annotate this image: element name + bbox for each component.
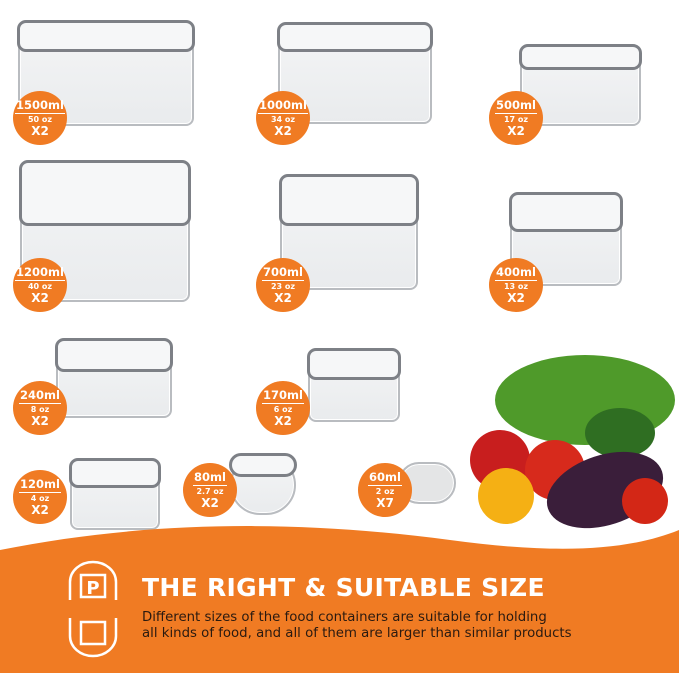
capacity-oz: 4 oz bbox=[30, 494, 50, 503]
orange-banner-background bbox=[0, 526, 679, 673]
capacity-ml: 1000ml bbox=[258, 98, 308, 114]
quantity: X7 bbox=[376, 496, 394, 510]
svg-text:P: P bbox=[86, 578, 99, 599]
banner-title: THE RIGHT & SUITABLE SIZE bbox=[142, 573, 545, 602]
quantity: X2 bbox=[274, 414, 292, 428]
capacity-ml: 1500ml bbox=[15, 98, 65, 114]
capacity-ml: 700ml bbox=[262, 265, 304, 281]
size-badge: 500ml 17 oz X2 bbox=[489, 91, 543, 145]
capacity-oz: 6 oz bbox=[273, 405, 293, 414]
container-120ml bbox=[69, 458, 161, 530]
container-80ml bbox=[229, 453, 297, 515]
size-badge: 60ml 2 oz X7 bbox=[358, 463, 412, 517]
capacity-ml: 60ml bbox=[368, 470, 402, 486]
size-badge: 80ml 2.7 oz X2 bbox=[183, 463, 237, 517]
quantity: X2 bbox=[274, 124, 292, 138]
capacity-ml: 170ml bbox=[262, 388, 304, 404]
capacity-oz: 34 oz bbox=[270, 115, 296, 124]
capacity-oz: 23 oz bbox=[270, 282, 296, 291]
capacity-oz: 2 oz bbox=[375, 487, 395, 496]
size-badge: 700ml 23 oz X2 bbox=[256, 258, 310, 312]
capacity-oz: 13 oz bbox=[503, 282, 529, 291]
quantity: X2 bbox=[31, 414, 49, 428]
container-700ml bbox=[279, 174, 419, 290]
size-badge: 1500ml 50 oz X2 bbox=[13, 91, 67, 145]
capacity-ml: 120ml bbox=[19, 477, 61, 493]
size-badge: 1200ml 40 oz X2 bbox=[13, 258, 67, 312]
capacity-ml: 1200ml bbox=[15, 265, 65, 281]
size-badge: 400ml 13 oz X2 bbox=[489, 258, 543, 312]
quantity: X2 bbox=[31, 291, 49, 305]
capacity-oz: 50 oz bbox=[27, 115, 53, 124]
capacity-ml: 80ml bbox=[193, 470, 227, 486]
banner-description: Different sizes of the food containers a… bbox=[142, 610, 572, 642]
container-240ml bbox=[55, 338, 173, 418]
container-1000ml bbox=[277, 22, 433, 124]
container-400ml bbox=[509, 192, 623, 286]
description-line: all kinds of food, and all of them are l… bbox=[142, 626, 572, 641]
capacity-ml: 400ml bbox=[495, 265, 537, 281]
size-badge: 120ml 4 oz X2 bbox=[13, 470, 67, 524]
capacity-oz: 17 oz bbox=[503, 115, 529, 124]
capacity-oz: 8 oz bbox=[30, 405, 50, 414]
capacity-oz: 40 oz bbox=[27, 282, 53, 291]
capacity-ml: 500ml bbox=[495, 98, 537, 114]
quantity: X2 bbox=[31, 503, 49, 517]
container-170ml bbox=[307, 348, 401, 422]
description-line: Different sizes of the food containers a… bbox=[142, 610, 547, 625]
size-badge: 170ml 6 oz X2 bbox=[256, 381, 310, 435]
capacity-oz: 2.7 oz bbox=[196, 487, 224, 496]
quantity: X2 bbox=[31, 124, 49, 138]
size-badge: 240ml 8 oz X2 bbox=[13, 381, 67, 435]
quantity: X2 bbox=[507, 124, 525, 138]
capacity-ml: 240ml bbox=[19, 388, 61, 404]
quantity: X2 bbox=[274, 291, 292, 305]
quantity: X2 bbox=[201, 496, 219, 510]
size-icon: P bbox=[68, 560, 118, 658]
size-badge: 1000ml 34 oz X2 bbox=[256, 91, 310, 145]
quantity: X2 bbox=[507, 291, 525, 305]
